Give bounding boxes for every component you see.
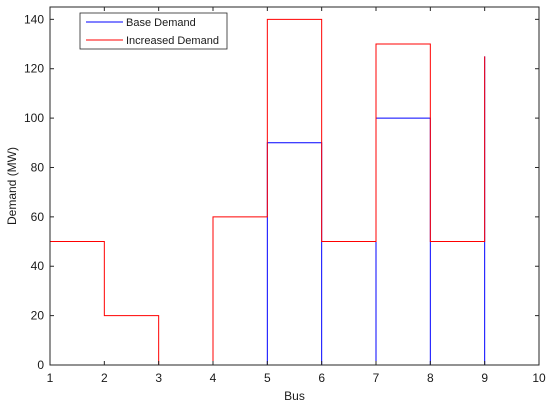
- x-tick-label: 9: [481, 371, 488, 385]
- y-tick-label: 40: [31, 259, 45, 273]
- y-tick-label: 120: [24, 62, 44, 76]
- y-tick-label: 0: [37, 358, 44, 372]
- x-axis-label: Bus: [284, 389, 305, 403]
- y-tick-label: 140: [24, 12, 44, 26]
- plot-frame: [49, 6, 540, 366]
- y-axis-label: Demand (MW): [5, 147, 19, 225]
- plot-area: [50, 7, 539, 365]
- y-tick-label: 60: [31, 210, 45, 224]
- y-tick-label: 80: [31, 160, 45, 174]
- x-tick-label: 3: [155, 371, 162, 385]
- x-tick-label: 5: [264, 371, 271, 385]
- x-tick-label: 7: [373, 371, 380, 385]
- legend-label-base: Base Demand: [126, 17, 196, 29]
- legend: Base Demand Increased Demand: [79, 12, 228, 50]
- x-axis: 1 2 3 4 5 6 7 8 9 10: [47, 7, 546, 385]
- y-tick-label: 100: [24, 111, 44, 125]
- x-tick-label: 6: [318, 371, 325, 385]
- x-tick-label: 10: [532, 371, 546, 385]
- legend-box: [79, 12, 228, 50]
- x-tick-label: 1: [47, 371, 54, 385]
- y-tick-label: 20: [31, 309, 45, 323]
- x-tick-label: 4: [210, 371, 217, 385]
- x-tick-label: 8: [427, 371, 434, 385]
- legend-label-increased: Increased Demand: [126, 35, 219, 47]
- y-axis: 0 20 40 60 80 100 120 140: [24, 12, 539, 372]
- x-tick-label: 2: [101, 371, 108, 385]
- series-line-1: [50, 18, 486, 366]
